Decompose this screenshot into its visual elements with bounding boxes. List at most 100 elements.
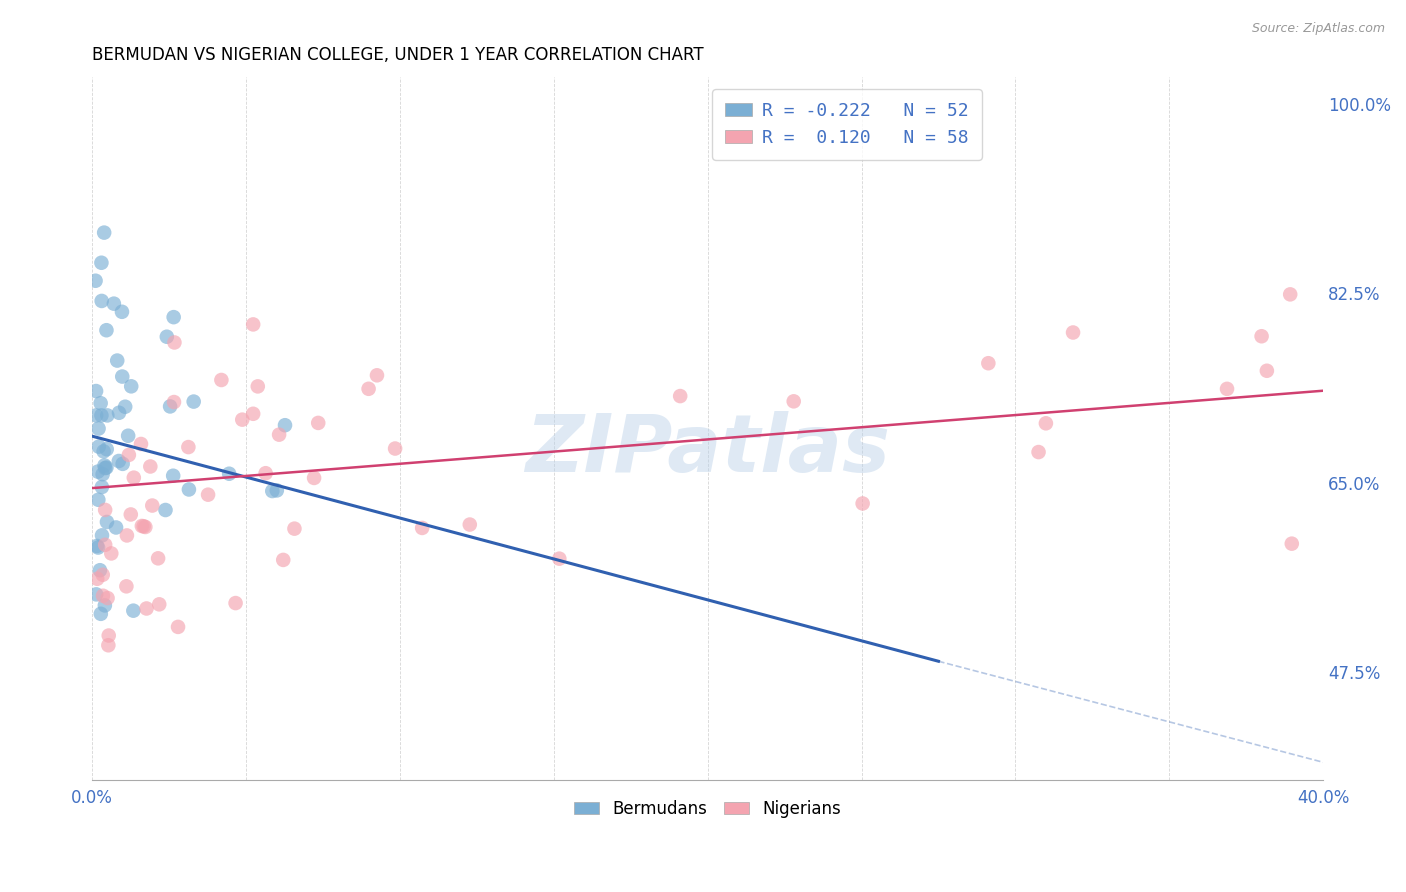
Point [167, 620, 190, 634]
Point [84, 384, 107, 398]
Point [135, 601, 157, 615]
Point [103, 296, 125, 310]
Point [96, 409, 118, 423]
Point [84, 409, 107, 423]
Point [105, 520, 128, 534]
Text: ZIPatlas: ZIPatlas [526, 410, 890, 489]
Point [177, 440, 200, 454]
Point [90, 480, 112, 494]
Point [783, 394, 806, 409]
Point [269, 427, 291, 442]
Point [163, 310, 186, 325]
Point [146, 551, 169, 566]
Point [177, 483, 200, 497]
Point [90, 293, 112, 308]
Point [1035, 417, 1057, 431]
Point [94, 599, 117, 613]
Point [155, 503, 177, 517]
Point [225, 596, 247, 610]
Point [163, 335, 186, 350]
Point [129, 437, 152, 451]
Point [411, 521, 433, 535]
Point [1062, 326, 1084, 340]
Point [852, 496, 875, 510]
Point [96, 515, 118, 529]
Point [183, 394, 205, 409]
Point [97, 628, 120, 642]
Point [1256, 364, 1278, 378]
Point [94, 503, 117, 517]
Point [87, 465, 110, 479]
Point [283, 522, 305, 536]
Point [97, 638, 120, 652]
Point [122, 470, 145, 484]
Point [307, 416, 329, 430]
Point [87, 492, 110, 507]
Point [162, 468, 184, 483]
Point [89, 563, 111, 577]
Point [159, 400, 181, 414]
Point [111, 369, 134, 384]
Point [218, 467, 240, 481]
Point [96, 460, 118, 475]
Point [91, 528, 114, 542]
Point [274, 418, 297, 433]
Point [94, 538, 117, 552]
Point [139, 459, 162, 474]
Point [242, 318, 264, 332]
Point [122, 604, 145, 618]
Point [156, 330, 179, 344]
Point [86, 572, 108, 586]
Point [97, 591, 120, 605]
Point [1028, 445, 1050, 459]
Point [1250, 329, 1272, 343]
Point [108, 406, 131, 420]
Point [84, 274, 107, 288]
Point [90, 409, 112, 423]
Point [254, 467, 277, 481]
Point [117, 429, 139, 443]
Point [262, 483, 284, 498]
Point [384, 442, 406, 456]
Point [115, 579, 138, 593]
Point [209, 373, 232, 387]
Point [977, 356, 1000, 370]
Point [132, 519, 155, 533]
Point [114, 400, 136, 414]
Point [91, 567, 114, 582]
Point [108, 454, 131, 468]
Point [90, 256, 112, 270]
Point [94, 461, 117, 475]
Point [134, 520, 156, 534]
Point [231, 412, 253, 426]
Legend: Bermudans, Nigerians: Bermudans, Nigerians [568, 793, 848, 825]
Point [84, 587, 107, 601]
Point [90, 396, 112, 410]
Point [357, 382, 380, 396]
Text: Source: ZipAtlas.com: Source: ZipAtlas.com [1251, 22, 1385, 36]
Point [120, 508, 142, 522]
Point [111, 305, 134, 319]
Point [93, 226, 115, 240]
Point [197, 488, 219, 502]
Point [96, 442, 118, 457]
Point [96, 323, 118, 337]
Point [111, 457, 134, 471]
Point [120, 379, 142, 393]
Point [302, 471, 325, 485]
Point [90, 607, 112, 621]
Point [271, 553, 294, 567]
Point [115, 528, 138, 542]
Point [1216, 382, 1239, 396]
Point [266, 483, 288, 498]
Point [87, 440, 110, 454]
Point [242, 407, 264, 421]
Point [93, 444, 115, 458]
Text: BERMUDAN VS NIGERIAN COLLEGE, UNDER 1 YEAR CORRELATION CHART: BERMUDAN VS NIGERIAN COLLEGE, UNDER 1 YE… [93, 46, 704, 64]
Point [105, 353, 128, 368]
Point [246, 379, 269, 393]
Point [458, 517, 481, 532]
Point [548, 551, 571, 566]
Point [163, 395, 186, 409]
Point [1281, 536, 1303, 550]
